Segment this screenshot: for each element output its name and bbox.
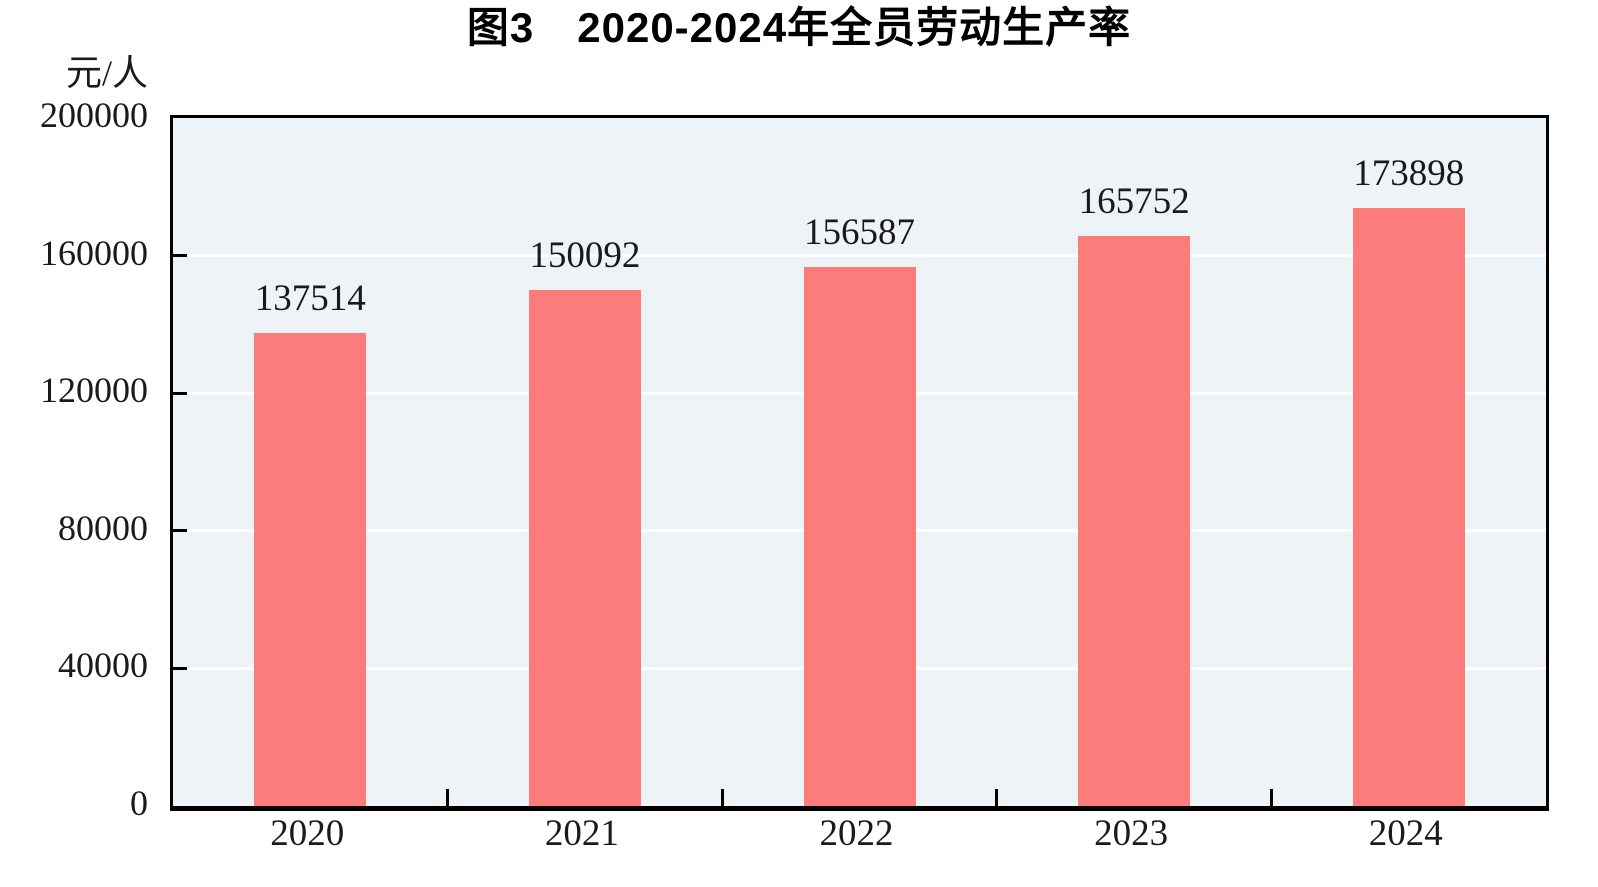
bar-2020 [254,332,367,806]
x-axis-tick-mark [720,789,724,806]
x-axis-tick-label: 2023 [1094,813,1169,854]
x-axis-tick-label: 2021 [544,813,619,854]
y-axis: 0 40000 80000 120000 160000 200000 [0,0,148,887]
y-axis-tick-mark [173,254,187,258]
y-axis-tick-label: 160000 [40,232,148,273]
y-axis-tick-label: 40000 [58,645,148,686]
x-axis-tick-mark [1269,789,1273,806]
bar-2022 [803,267,916,806]
bar-value-label: 165752 [1078,180,1190,222]
y-axis-tick-label: 80000 [58,507,148,548]
bar-2024 [1352,207,1465,806]
gridline [173,254,1546,258]
y-axis-tick-mark [173,529,187,533]
x-axis-tick-label: 2022 [819,813,894,854]
x-axis-tick-mark [995,789,999,806]
bar-value-label: 156587 [804,212,915,254]
chart-title: 图3 2020-2024年全员劳动生产率 [466,4,1132,51]
y-axis-tick-label: 200000 [40,95,148,135]
bar-value-label: 173898 [1353,152,1465,194]
bar-2021 [528,289,641,806]
bar-2023 [1078,235,1191,806]
y-axis-unit-label: 元/人 [65,53,148,93]
plot-area: 137514 150092 156587 165752 173898 [170,115,1549,811]
y-axis-tick-label: 120000 [40,370,148,411]
y-axis-tick-mark [173,666,187,670]
y-axis-tick-label: 0 [130,783,148,823]
bar-value-label: 137514 [254,277,366,319]
x-axis-tick-label: 2020 [270,813,345,854]
bar-value-label: 150092 [529,234,641,276]
x-axis-tick-mark [446,789,450,806]
x-axis-tick-label: 2024 [1368,813,1443,854]
y-axis-tick-mark [173,391,187,395]
x-axis: 2020 2021 2022 2023 2024 [170,812,1543,862]
